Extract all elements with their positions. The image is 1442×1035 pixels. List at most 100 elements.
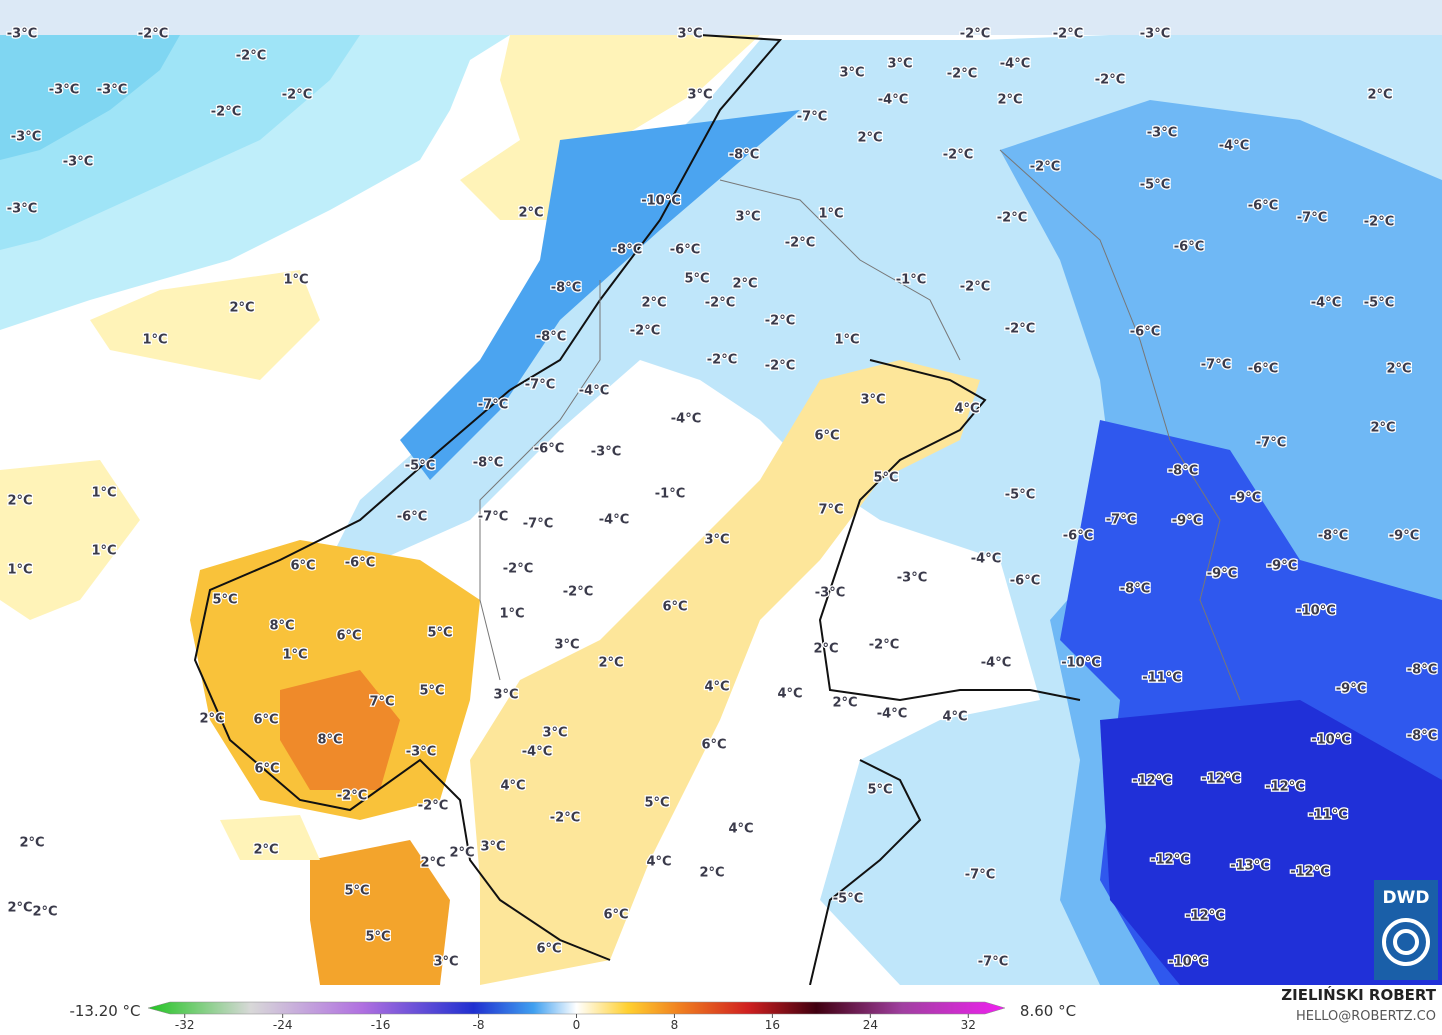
temp-label: -2°C [705,296,735,311]
temp-label: -2°C [765,359,795,374]
temp-label: -2°C [550,811,580,826]
temp-label: -2°C [1364,215,1394,230]
temp-label: 4°C [646,855,671,870]
temp-label: -2°C [869,638,899,653]
temp-label: 3°C [677,27,702,42]
temp-label: -6°C [1010,574,1040,589]
temp-label: 5°C [344,884,369,899]
logo-text: DWD [1383,888,1430,908]
temp-label: 3°C [887,57,912,72]
temp-label: -2°C [211,105,241,120]
temp-label: 5°C [873,471,898,486]
map-background [0,0,1442,986]
temp-label: 2°C [813,642,838,657]
temp-label: -4°C [1000,57,1030,72]
temp-label: -3°C [897,571,927,586]
temp-label: -7°C [1201,358,1231,373]
colorbar-tick-label: -32 [175,1018,195,1032]
temp-label: -8°C [536,330,566,345]
temp-label: 2°C [832,696,857,711]
temp-label: 6°C [603,908,628,923]
temp-label: -12°C [1201,772,1241,787]
temp-label: 3°C [687,88,712,103]
temp-label: -4°C [981,656,1011,671]
temp-label: -2°C [997,211,1027,226]
temp-label: 1°C [142,333,167,348]
temp-label: -12°C [1265,780,1305,795]
temp-label: 5°C [684,272,709,287]
temp-label: 3°C [704,533,729,548]
temp-label: -6°C [397,510,427,525]
temp-label: 5°C [419,684,444,699]
temp-label: 7°C [818,503,843,518]
temp-label: -3°C [815,586,845,601]
temp-label: 5°C [867,783,892,798]
temp-label: -2°C [503,562,533,577]
colorbar-tick-label: 24 [863,1018,878,1032]
temp-label: -6°C [1248,199,1278,214]
temp-label: 7°C [369,695,394,710]
temp-label: 1°C [283,273,308,288]
temp-label: -3°C [63,155,93,170]
temp-label: -3°C [406,745,436,760]
temp-label: -10°C [1061,656,1101,671]
temp-label: 2°C [420,856,445,871]
temp-label: 3°C [839,66,864,81]
temp-label: -3°C [7,202,37,217]
temp-label: -5°C [1005,488,1035,503]
temp-label: 2°C [732,277,757,292]
temp-label: -9°C [1172,514,1202,529]
temp-label: -9°C [1336,682,1366,697]
colorbar-ticks: -32 -24 -16 -8 0 8 16 24 32 [175,1014,976,1032]
temp-label: 1°C [91,544,116,559]
temp-label: -2°C [630,324,660,339]
temp-label: -4°C [522,745,552,760]
temp-label: -4°C [1311,296,1341,311]
temp-label: -2°C [418,799,448,814]
contact: HELLO@ROBERTZ.CO [1296,1009,1436,1024]
temp-label: 4°C [942,710,967,725]
temp-label: -4°C [599,513,629,528]
temp-label: 2°C [253,843,278,858]
temp-label: 4°C [728,822,753,837]
temp-label: -2°C [236,49,266,64]
colorbar-tick-label: 16 [765,1018,780,1032]
temp-label: -2°C [943,148,973,163]
temp-label: 6°C [814,429,839,444]
temp-label: 5°C [427,626,452,641]
temp-label: 3°C [860,393,885,408]
temp-label: 3°C [554,638,579,653]
temp-label: -7°C [965,868,995,883]
colorbar-tick-label: -8 [473,1018,485,1032]
temp-label: -8°C [1318,529,1348,544]
temp-label: -10°C [1168,955,1208,970]
temp-label: -8°C [1168,464,1198,479]
temp-label: -3°C [591,445,621,460]
temp-label: 6°C [290,559,315,574]
temp-label: 2°C [598,656,623,671]
temp-label: -8°C [729,148,759,163]
temp-label: -12°C [1185,909,1225,924]
temp-label: -10°C [1296,604,1336,619]
temp-label: -2°C [765,314,795,329]
temp-label: -7°C [478,510,508,525]
temp-label: 1°C [834,333,859,348]
temp-label: -3°C [1147,126,1177,141]
temp-label: -9°C [1207,567,1237,582]
temp-label: -2°C [785,236,815,251]
temp-label: 6°C [253,713,278,728]
temp-label: -1°C [655,487,685,502]
temp-label: -2°C [337,789,367,804]
temp-label: 2°C [1367,88,1392,103]
temp-label: -4°C [579,384,609,399]
temp-label: -9°C [1389,529,1419,544]
temp-label: -13°C [1230,859,1270,874]
temp-label: -9°C [1267,559,1297,574]
colorbar-tick-label: -24 [273,1018,293,1032]
temp-label: 2°C [641,296,666,311]
temp-label: -7°C [523,517,553,532]
temp-label: -6°C [1248,362,1278,377]
temp-label: -7°C [478,398,508,413]
temp-label: 3°C [542,726,567,741]
